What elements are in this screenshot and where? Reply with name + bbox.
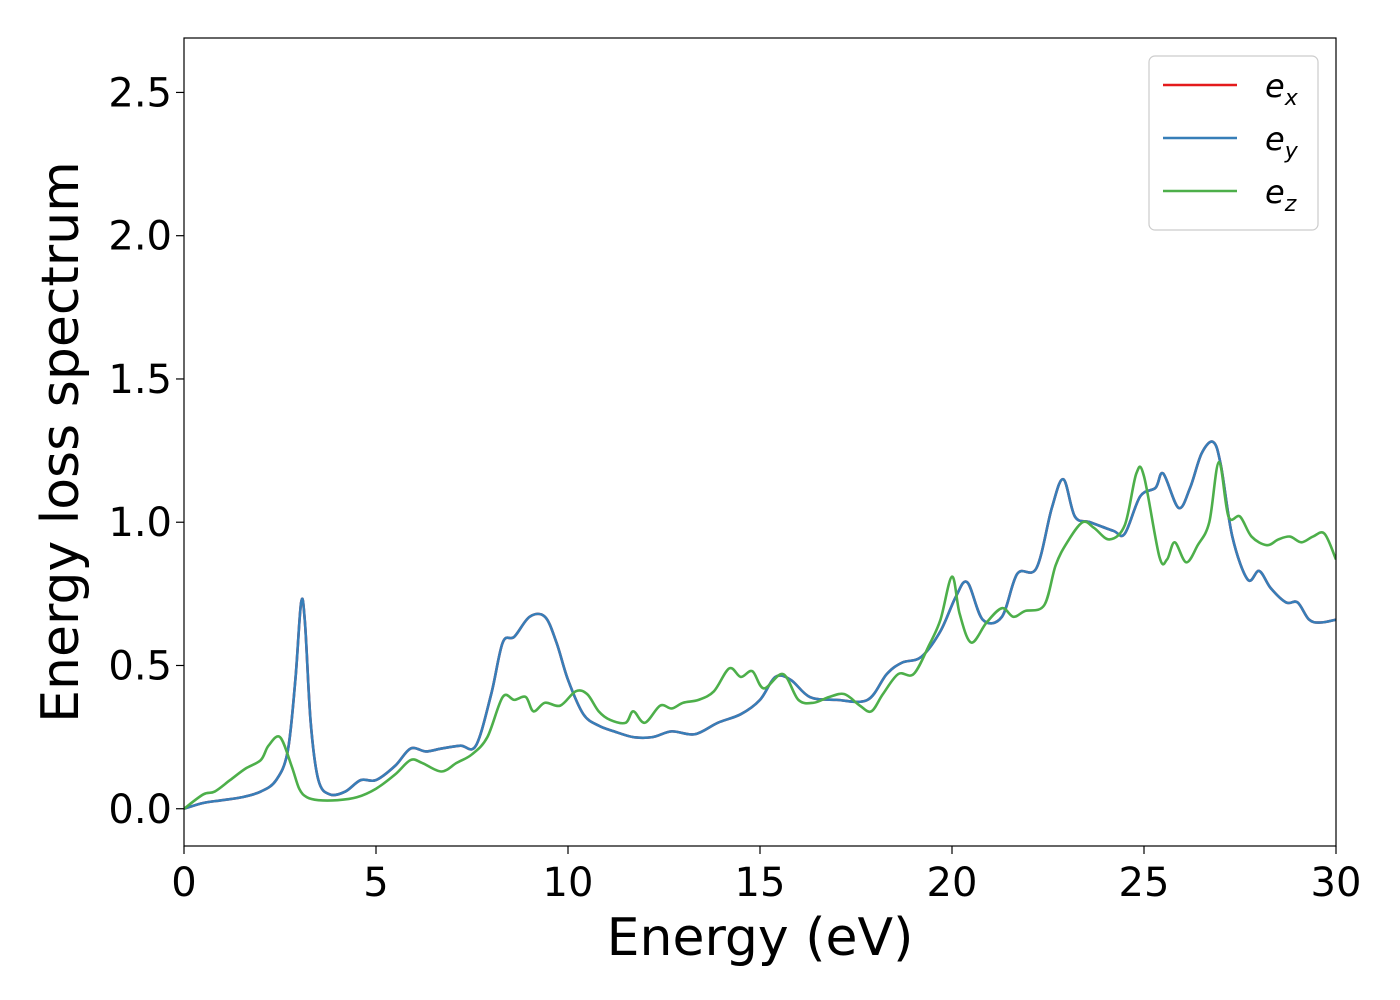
- y-tick-label: 0.0: [108, 787, 172, 833]
- x-tick-label: 25: [1119, 860, 1170, 906]
- legend-box: [1148, 55, 1319, 231]
- legend-label-z: ez: [1265, 173, 1297, 217]
- legend-label-base: e: [1265, 173, 1285, 211]
- x-tick-label: 10: [543, 860, 594, 906]
- x-tick-label: 15: [735, 860, 786, 906]
- legend-label-y: ey: [1265, 120, 1299, 164]
- y-tick-label: 0.5: [108, 643, 172, 689]
- legend-label-base: e: [1265, 67, 1285, 105]
- legend-label-subscript: z: [1284, 192, 1297, 217]
- x-tick-label: 30: [1311, 860, 1362, 906]
- x-axis: 0 5 10 15 20 25 30: [171, 846, 1361, 906]
- series-line-ey: [184, 440, 1336, 810]
- legend-label-subscript: y: [1284, 139, 1299, 164]
- y-axis-title: Energy loss spectrum: [31, 161, 91, 723]
- y-tick-label: 1.5: [108, 357, 172, 403]
- y-tick-label: 2.0: [108, 214, 172, 260]
- y-tick-label: 2.5: [108, 70, 172, 116]
- x-tick-label: 0: [171, 860, 196, 906]
- series-line-ez: [184, 460, 1336, 810]
- x-axis-title: Energy (eV): [607, 908, 914, 968]
- y-tick-label: 1.0: [108, 500, 172, 546]
- y-axis: 0.0 0.5 1.0 1.5 2.0 2.5: [108, 70, 184, 833]
- legend-label-x: ex: [1265, 67, 1299, 111]
- x-tick-label: 20: [927, 860, 978, 906]
- legend-label-subscript: x: [1284, 86, 1299, 111]
- series-layer: [184, 440, 1336, 810]
- legend-label-base: e: [1265, 120, 1285, 158]
- x-tick-label: 5: [363, 860, 388, 906]
- plot-area: [184, 38, 1336, 846]
